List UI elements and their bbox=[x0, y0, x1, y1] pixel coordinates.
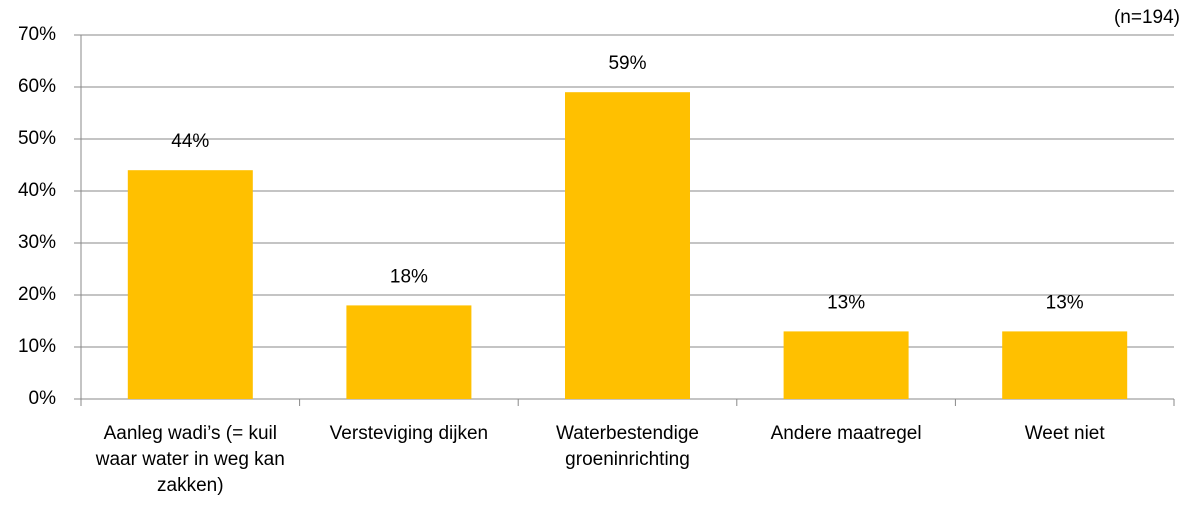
value-label: 59% bbox=[608, 53, 646, 74]
y-tick-label: 40% bbox=[18, 180, 56, 201]
y-tick-label: 60% bbox=[18, 76, 56, 97]
x-tick-label: Versteviging dijken bbox=[329, 423, 489, 444]
bar bbox=[1002, 331, 1128, 399]
value-label: 18% bbox=[390, 266, 428, 287]
y-tick-label: 0% bbox=[29, 388, 57, 409]
bar bbox=[346, 305, 472, 399]
value-label: 44% bbox=[171, 131, 209, 152]
value-label: 13% bbox=[1046, 292, 1084, 313]
y-tick-label: 50% bbox=[18, 128, 56, 149]
y-tick-label: 70% bbox=[18, 24, 56, 45]
x-tick-label: Weet niet bbox=[1024, 423, 1105, 444]
y-tick-label: 10% bbox=[18, 336, 56, 357]
x-tick-label: Aanleg wadi’s (= kuil waar water in weg … bbox=[95, 423, 285, 496]
y-tick-label: 30% bbox=[18, 232, 56, 253]
value-label: 13% bbox=[827, 292, 865, 313]
x-tick-label: Andere maatregel bbox=[770, 423, 922, 444]
bar bbox=[565, 92, 690, 399]
y-tick-label: 20% bbox=[18, 284, 56, 305]
annotation: (n=194) bbox=[1114, 7, 1180, 28]
x-tick-label: Waterbestendige groeninrichting bbox=[556, 423, 699, 470]
bar bbox=[127, 170, 253, 399]
bar bbox=[783, 331, 909, 399]
